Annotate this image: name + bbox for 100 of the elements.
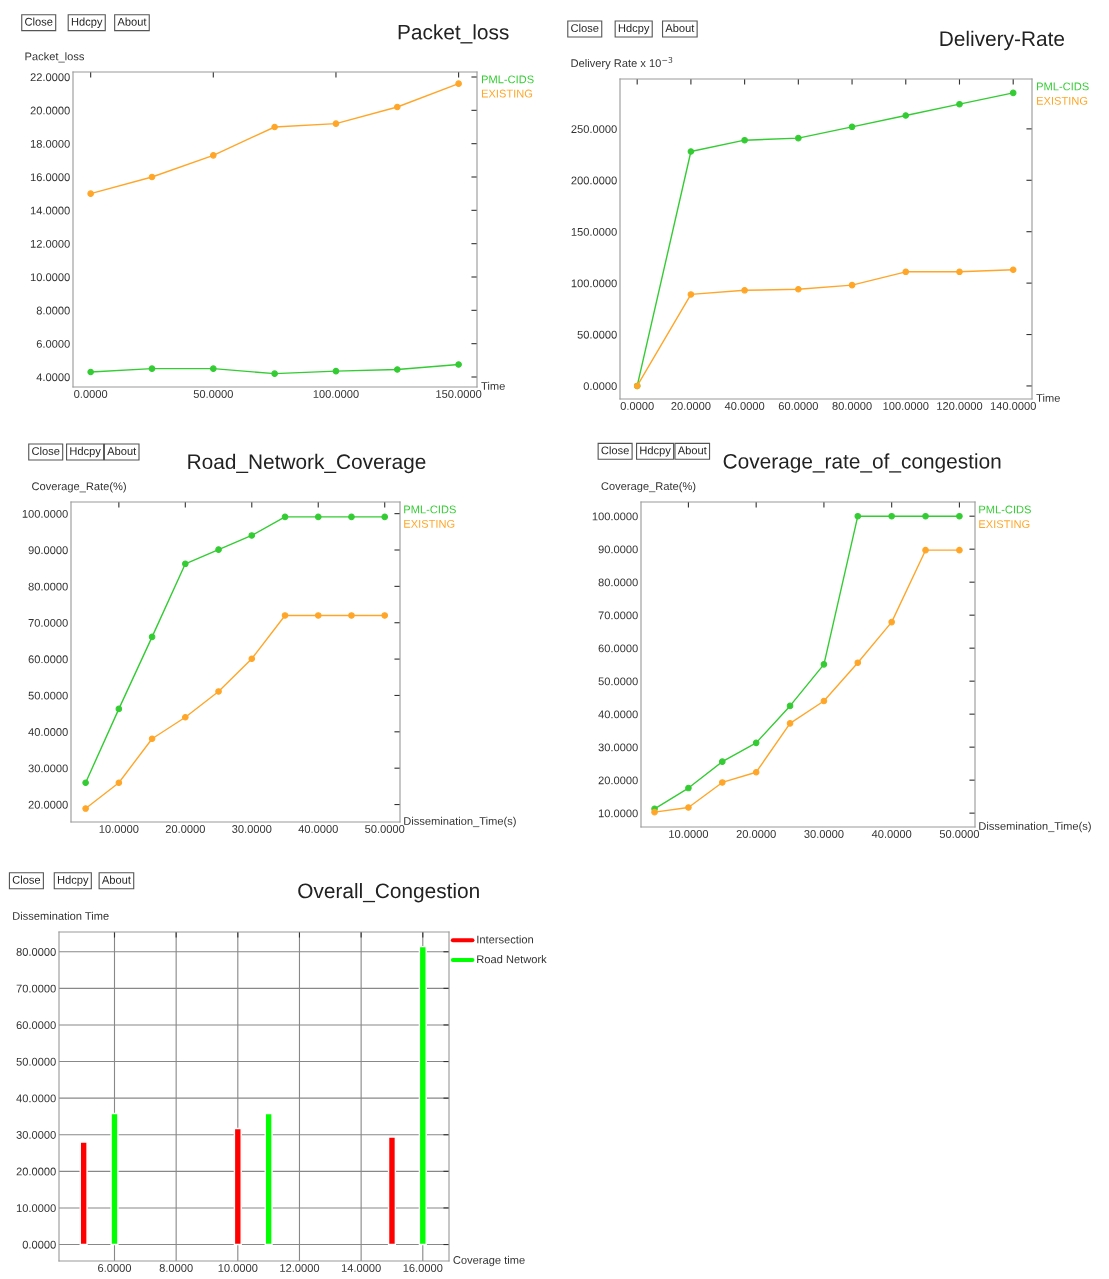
x-tick-label: 120.0000 <box>937 402 983 410</box>
x-tick-label: 20.0000 <box>671 402 711 410</box>
point <box>348 612 355 619</box>
point <box>795 134 802 142</box>
bar <box>418 945 427 1246</box>
y-tick-label: 50.0000 <box>16 1057 56 1066</box>
y-tick-label: 50.0000 <box>28 691 68 700</box>
x-axis-title: Time <box>1036 393 1060 402</box>
text: Close <box>32 446 60 455</box>
x-tick-label: 80.0000 <box>832 402 872 410</box>
y-tick-label: 22.0000 <box>30 73 70 82</box>
point <box>854 512 862 520</box>
x-tick-label: 140.0000 <box>990 402 1036 410</box>
point <box>685 804 692 811</box>
y-axis-title: Coverage_Rate(%) <box>32 482 126 493</box>
text: About <box>117 17 147 26</box>
bar <box>233 1127 242 1246</box>
point <box>752 739 760 747</box>
text: Close <box>601 446 629 455</box>
point <box>148 365 156 372</box>
y-tick-label: 20.0000 <box>598 776 638 785</box>
x-tick-label: 6.0000 <box>98 1264 132 1272</box>
point <box>956 268 963 276</box>
text: Hdcpy <box>57 875 89 886</box>
y-tick-label: 100.0000 <box>592 512 638 521</box>
y-tick-label: 250.0000 <box>571 125 617 134</box>
point <box>148 173 156 181</box>
chart-title: Packet_loss <box>398 24 509 44</box>
x-tick-label: 12.0000 <box>280 1264 320 1272</box>
point <box>182 560 189 568</box>
point <box>82 779 89 787</box>
text: Hdcpy <box>640 446 671 457</box>
point <box>381 513 389 521</box>
x-tick-label: 16.0000 <box>403 1264 443 1272</box>
y-tick-label: 18.0000 <box>30 139 70 148</box>
point <box>455 361 462 368</box>
text: About <box>107 446 137 455</box>
bar <box>110 1112 119 1246</box>
point <box>210 365 217 372</box>
y-tick-label: 50.0000 <box>577 330 617 339</box>
point <box>248 655 256 663</box>
text: Hdcpy <box>70 446 101 458</box>
y-axis-title: Delivery Rate x 10$^{−3}$ <box>571 56 673 70</box>
y-tick-label: 90.0000 <box>598 545 638 554</box>
point <box>332 120 340 127</box>
point <box>1009 266 1017 274</box>
legend-label: Intersection <box>477 935 534 944</box>
x-axis-title: Coverage time <box>453 1255 525 1267</box>
series-label: PML-CIDS <box>979 505 1031 514</box>
point <box>455 80 462 87</box>
x-axis-title: Dissemination_Time(s) <box>404 816 516 828</box>
point <box>210 152 217 159</box>
text: Close <box>12 875 41 884</box>
y-tick-label: 70.0000 <box>28 618 68 627</box>
x-tick-label: 30.0000 <box>232 825 272 833</box>
y-tick-label: 80.0000 <box>28 582 68 591</box>
text: Close <box>25 17 53 26</box>
y-tick-label: 30.0000 <box>16 1131 56 1139</box>
text: EXISTING <box>404 519 455 528</box>
point <box>115 705 123 713</box>
point <box>281 612 289 619</box>
x-tick-label: 40.0000 <box>298 825 338 833</box>
point <box>956 100 963 108</box>
x-tick-label: 40.0000 <box>871 830 912 838</box>
point <box>956 546 963 554</box>
point <box>248 532 256 539</box>
y-tick-label: 10.0000 <box>30 273 70 282</box>
point <box>148 735 156 743</box>
point <box>393 366 401 373</box>
point <box>752 768 760 776</box>
series-label: PML-CIDS <box>404 505 456 514</box>
point <box>687 148 695 155</box>
point <box>348 513 355 521</box>
y-axis-title: Dissemination Time <box>13 911 109 920</box>
series-label: PML-CIDS <box>1037 82 1089 91</box>
point <box>956 512 963 520</box>
point <box>393 103 401 111</box>
y-tick-label: 70.0000 <box>598 611 638 620</box>
series-label: EXISTING <box>481 89 533 98</box>
text: EXISTING <box>979 520 1030 529</box>
bar <box>264 1112 273 1246</box>
point <box>719 779 726 786</box>
y-tick-label: 100.0000 <box>22 509 68 518</box>
point <box>87 190 94 197</box>
chart-title: Road_Network_Coverage <box>188 453 426 474</box>
x-tick-label: 14.0000 <box>341 1264 381 1272</box>
point <box>215 688 222 695</box>
text: About <box>665 23 695 32</box>
point <box>87 368 94 376</box>
point <box>848 281 856 289</box>
x-tick-label: 20.0000 <box>736 830 776 838</box>
x-axis-title: Dissemination_Time(s) <box>979 821 1091 833</box>
y-tick-label: 4.0000 <box>36 373 70 382</box>
point <box>215 546 222 553</box>
y-tick-label: 20.0000 <box>16 1167 56 1176</box>
point <box>786 720 794 727</box>
y-tick-label: 70.0000 <box>16 984 56 993</box>
y-tick-label: 16.0000 <box>30 173 70 182</box>
point <box>848 123 856 131</box>
point <box>314 513 322 521</box>
